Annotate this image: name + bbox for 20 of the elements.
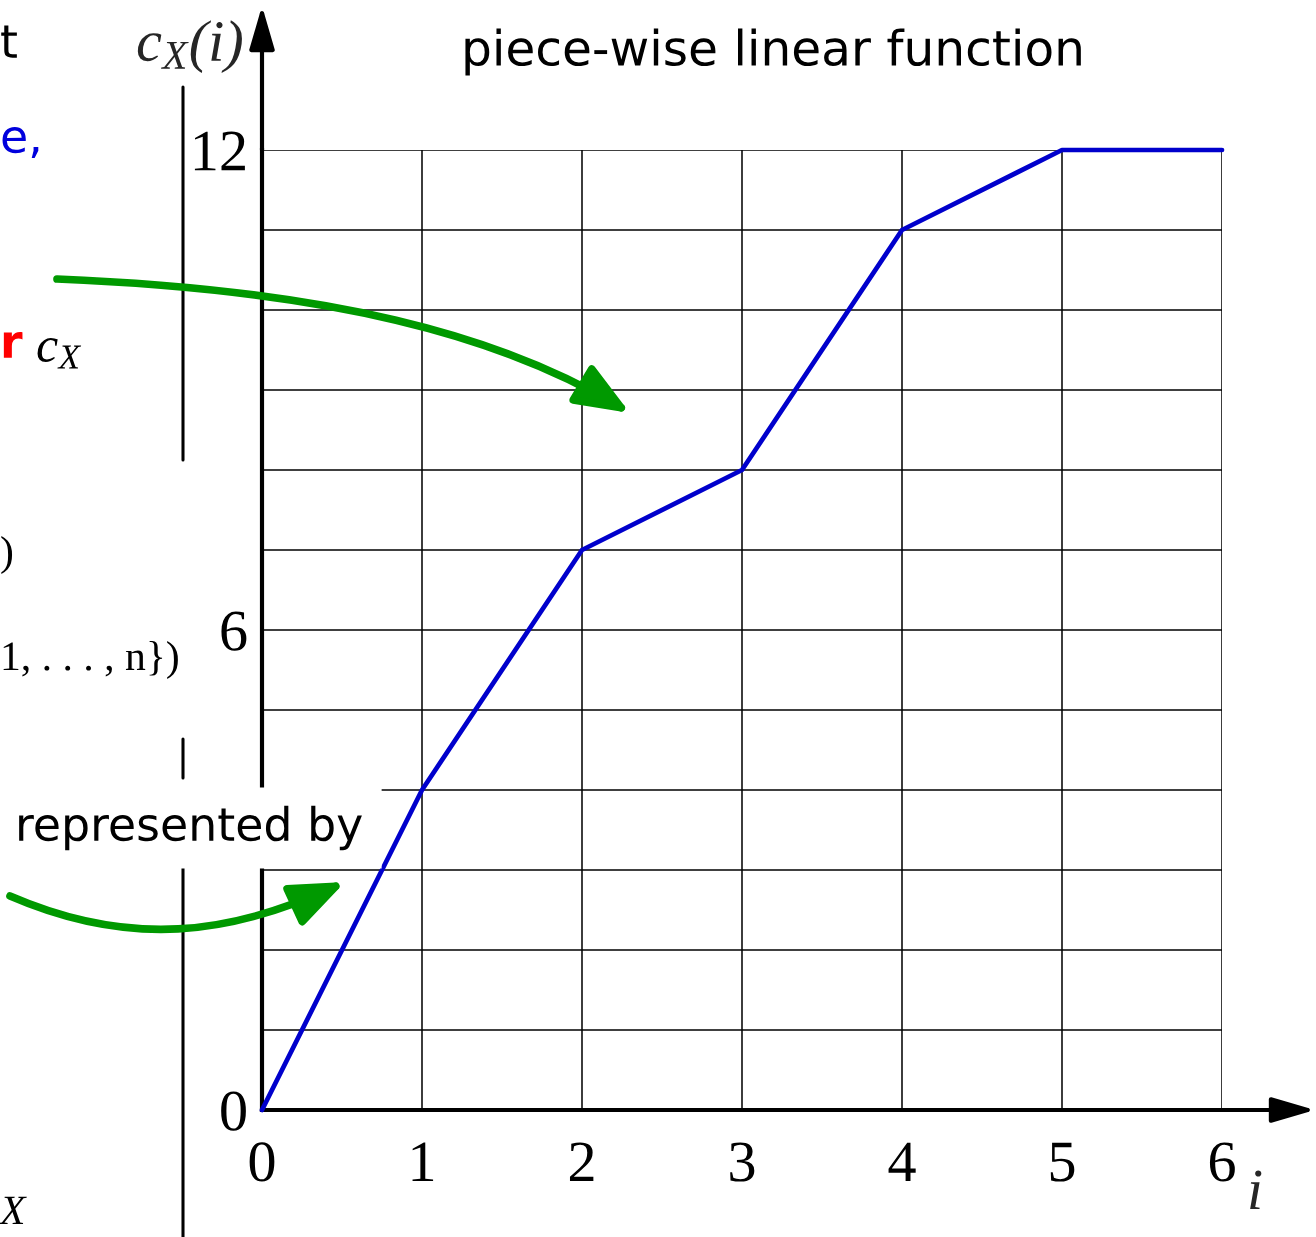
x-tick-label: 1 — [412, 1142, 434, 1182]
annotation: represented by — [19, 805, 362, 851]
x-tick-label: 5 — [1050, 1142, 1075, 1182]
y-axis-title: c$_{X}$(i) — [137, 20, 242, 74]
text: r — [3, 331, 23, 358]
x-tick-label: 6 — [1209, 1142, 1235, 1182]
y-tick-label: 6 — [221, 611, 247, 651]
chart-title: piece-wise linear function — [465, 28, 1081, 76]
x-tick-label: 2 — [569, 1142, 594, 1182]
y-tick-label: 12 — [194, 131, 245, 171]
x-tick-label: 0 — [249, 1142, 275, 1182]
x-tick-label: 4 — [888, 1142, 916, 1182]
text: t — [1, 25, 17, 58]
text: ) — [1, 536, 13, 574]
text: c$_{X}$ — [37, 338, 82, 369]
y-tick-label: 0 — [221, 1091, 246, 1131]
x-axis-title: i — [1250, 1170, 1262, 1210]
text: e, — [2, 126, 39, 158]
text: 1, . . . , n}) — [3, 641, 178, 679]
x-tick-label: 3 — [730, 1142, 755, 1182]
